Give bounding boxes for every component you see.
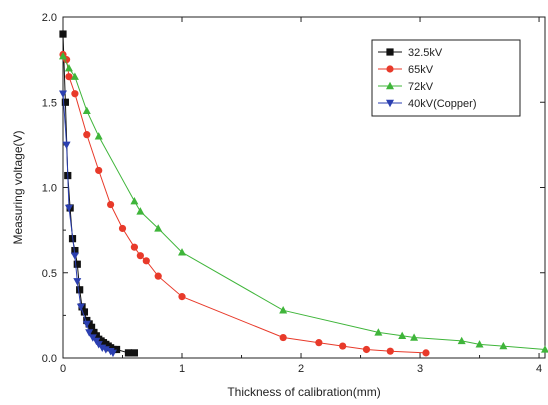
x-tick-label: 4 <box>536 363 542 375</box>
legend-item: 32.5kV <box>378 47 443 59</box>
x-axis-label: Thickness of calibration(mm) <box>227 385 380 399</box>
y-tick-label: 2.0 <box>42 12 57 24</box>
data-point <box>178 248 187 256</box>
data-point <box>94 132 103 140</box>
legend: 32.5kV 65kV 72kV 40kV(Copper) <box>371 39 521 117</box>
data-point <box>80 308 89 316</box>
data-point <box>64 204 73 213</box>
data-point <box>178 293 186 301</box>
legend-label: 40kV(Copper) <box>408 98 476 110</box>
data-point <box>73 278 82 286</box>
data-point <box>136 207 145 215</box>
data-point <box>499 341 508 350</box>
y-tick-label: 1.0 <box>42 183 57 195</box>
data-point <box>62 141 71 150</box>
y-tick-label: 1.5 <box>42 97 57 109</box>
data-point <box>541 345 548 353</box>
data-point <box>107 200 115 209</box>
data-point <box>112 345 121 354</box>
data-point <box>70 72 79 80</box>
data-point <box>130 243 139 251</box>
data-point <box>59 90 67 98</box>
data-point <box>457 336 466 345</box>
legend-label: 72kV <box>408 81 434 93</box>
data-point <box>64 63 73 72</box>
data-point <box>65 73 73 81</box>
data-point <box>374 328 383 336</box>
data-point <box>130 349 139 357</box>
data-point <box>130 196 139 205</box>
data-point <box>124 349 133 357</box>
legend-marker <box>386 65 394 73</box>
x-tick-label: 1 <box>179 363 185 375</box>
legend-item: 65kV <box>378 64 434 76</box>
data-point <box>87 323 96 331</box>
data-point <box>154 224 163 232</box>
data-point <box>76 286 84 294</box>
data-point <box>71 90 79 98</box>
data-point <box>362 345 371 354</box>
data-point <box>71 246 79 255</box>
series-3 <box>59 90 117 358</box>
series-2 <box>59 52 548 353</box>
legend-label: 32.5kV <box>408 47 443 59</box>
y-tick-label: 0.5 <box>42 268 57 280</box>
data-point <box>475 340 484 348</box>
legend-label: 65kV <box>408 64 434 76</box>
data-point <box>315 339 323 347</box>
data-point <box>279 306 288 314</box>
x-tick-label: 3 <box>417 363 423 375</box>
data-point <box>76 303 85 312</box>
data-point <box>422 349 430 357</box>
data-point <box>154 272 162 280</box>
data-point <box>142 257 150 265</box>
legend-marker <box>386 48 394 56</box>
series-line <box>62 34 135 354</box>
data-point <box>73 260 81 268</box>
data-point <box>83 131 91 139</box>
legend-item: 40kV(Copper) <box>378 98 476 110</box>
axes: 0 1 2 3 4 0.0 0.5 1.0 1.5 2.0 <box>42 12 546 375</box>
data-point <box>118 224 127 233</box>
data-point <box>70 252 79 260</box>
data-point <box>386 347 394 355</box>
data-point <box>82 106 91 114</box>
data-point <box>108 349 117 358</box>
series-layer <box>59 30 548 358</box>
series-1 <box>59 50 430 357</box>
data-point <box>136 252 144 260</box>
data-point <box>59 30 67 38</box>
legend-marker <box>386 99 394 108</box>
data-point <box>82 320 91 329</box>
y-tick-label: 0.0 <box>42 353 57 365</box>
data-point <box>279 333 287 342</box>
data-point <box>339 342 347 350</box>
data-point <box>61 98 69 106</box>
data-point <box>85 329 94 337</box>
data-point <box>59 52 67 60</box>
data-point <box>398 331 407 340</box>
x-tick-label: 2 <box>298 363 304 375</box>
legend-item: 72kV <box>378 81 434 93</box>
data-point <box>410 333 419 341</box>
y-axis-label: Measuring voltage(V) <box>11 130 25 244</box>
data-point <box>95 166 103 175</box>
x-tick-label: 0 <box>60 363 66 375</box>
legend-marker <box>386 81 394 90</box>
